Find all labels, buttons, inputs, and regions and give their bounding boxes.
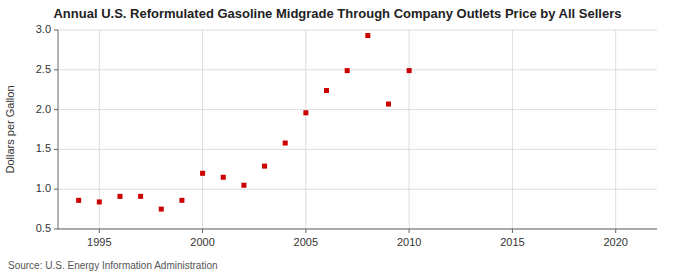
grid-line	[58, 69, 657, 70]
tick-mark	[615, 229, 616, 233]
grid-line	[409, 30, 410, 229]
point	[221, 175, 226, 180]
tick-label: 2005	[294, 236, 318, 248]
title: Annual U.S. Reformulated Gasoline Midgra…	[53, 6, 621, 21]
tick-mark	[512, 229, 513, 233]
point	[138, 194, 143, 199]
chart: 0.5 1.0 1.5 2.0 2.5 3.0 1995 2000 2005 2010 2015 20…	[0, 0, 675, 275]
point	[262, 164, 267, 169]
tick-label: 2.0	[36, 103, 51, 115]
tick-label: 2015	[500, 236, 524, 248]
tick-label: 1.0	[36, 182, 51, 194]
point	[407, 68, 412, 73]
grid-line	[512, 30, 513, 229]
point	[365, 33, 370, 38]
point	[117, 194, 122, 199]
point	[386, 102, 391, 107]
tick-label: 2010	[397, 236, 421, 248]
tick-mark	[54, 109, 58, 110]
y-axis-line	[58, 30, 59, 229]
tick-label: 2020	[603, 236, 627, 248]
point	[345, 68, 350, 73]
tick-mark	[409, 229, 410, 233]
tick-label: 2000	[190, 236, 214, 248]
axis-label: Dollars per Gallon	[4, 85, 16, 173]
grid-line	[58, 109, 657, 110]
tick-mark	[305, 229, 306, 233]
points	[76, 33, 411, 212]
point	[76, 198, 81, 203]
point	[159, 207, 164, 212]
grid-line	[202, 30, 203, 229]
tick-label: 0.5	[36, 222, 51, 234]
grid-line	[58, 30, 657, 31]
tick-mark	[54, 30, 58, 31]
grid	[58, 30, 657, 229]
source-note: Source: U.S. Energy Information Administ…	[8, 260, 218, 271]
tick-mark	[54, 69, 58, 70]
axes: 0.5 1.0 1.5 2.0 2.5 3.0 1995 2000 2005 2010 2015 20…	[36, 23, 657, 248]
point	[303, 110, 308, 115]
grid-line	[615, 30, 616, 229]
grid-line	[58, 229, 657, 230]
tick-label: 2.5	[36, 63, 51, 75]
point	[200, 171, 205, 176]
x-axis-line	[58, 229, 657, 230]
tick-label: 1.5	[36, 142, 51, 154]
tick-mark	[54, 149, 58, 150]
tick-mark	[202, 229, 203, 233]
point	[97, 199, 102, 204]
tick-label: 1995	[87, 236, 111, 248]
grid-line	[305, 30, 306, 229]
grid-line	[58, 149, 657, 150]
grid-line	[58, 189, 657, 190]
point	[283, 141, 288, 146]
point	[179, 198, 184, 203]
point	[324, 88, 329, 93]
grid-line	[99, 30, 100, 229]
tick-mark	[99, 229, 100, 233]
point	[241, 183, 246, 188]
tick-mark	[54, 229, 58, 230]
tick-mark	[54, 189, 58, 190]
tick-label: 3.0	[36, 23, 51, 35]
